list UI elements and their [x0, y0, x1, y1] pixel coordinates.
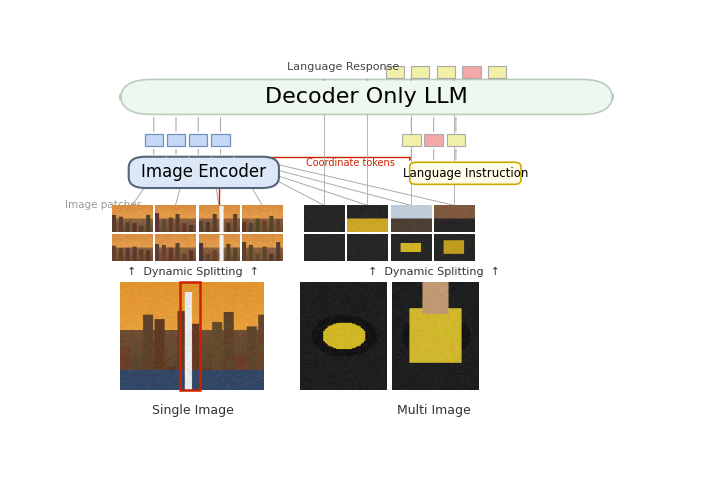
Text: Coordinate tokens: Coordinate tokens [306, 158, 395, 168]
Bar [447, 134, 465, 146]
Text: Single Image: Single Image [151, 404, 233, 417]
Text: Multi Image: Multi Image [397, 404, 470, 417]
Text: Image patches: Image patches [65, 200, 142, 210]
FancyBboxPatch shape [121, 79, 613, 114]
Bar [189, 134, 208, 146]
Text: Decoder Only LLM: Decoder Only LLM [265, 87, 468, 107]
Text: Image Encoder: Image Encoder [141, 163, 266, 181]
Bar [488, 66, 506, 78]
Bar [424, 134, 443, 146]
Bar [437, 66, 455, 78]
FancyBboxPatch shape [129, 157, 279, 188]
FancyBboxPatch shape [410, 162, 521, 185]
Bar [167, 134, 185, 146]
Bar [402, 134, 421, 146]
Bar [211, 134, 230, 146]
Text: Language Instruction: Language Instruction [403, 167, 528, 180]
Bar [180, 282, 200, 391]
Text: ↑  Dynamic Splitting  ↑: ↑ Dynamic Splitting ↑ [126, 267, 258, 277]
Text: Language Response: Language Response [286, 62, 399, 72]
Text: ↑  Dynamic Splitting  ↑: ↑ Dynamic Splitting ↑ [368, 267, 500, 277]
Bar [386, 66, 404, 78]
Bar [462, 66, 480, 78]
Bar [411, 66, 429, 78]
Bar [144, 134, 163, 146]
